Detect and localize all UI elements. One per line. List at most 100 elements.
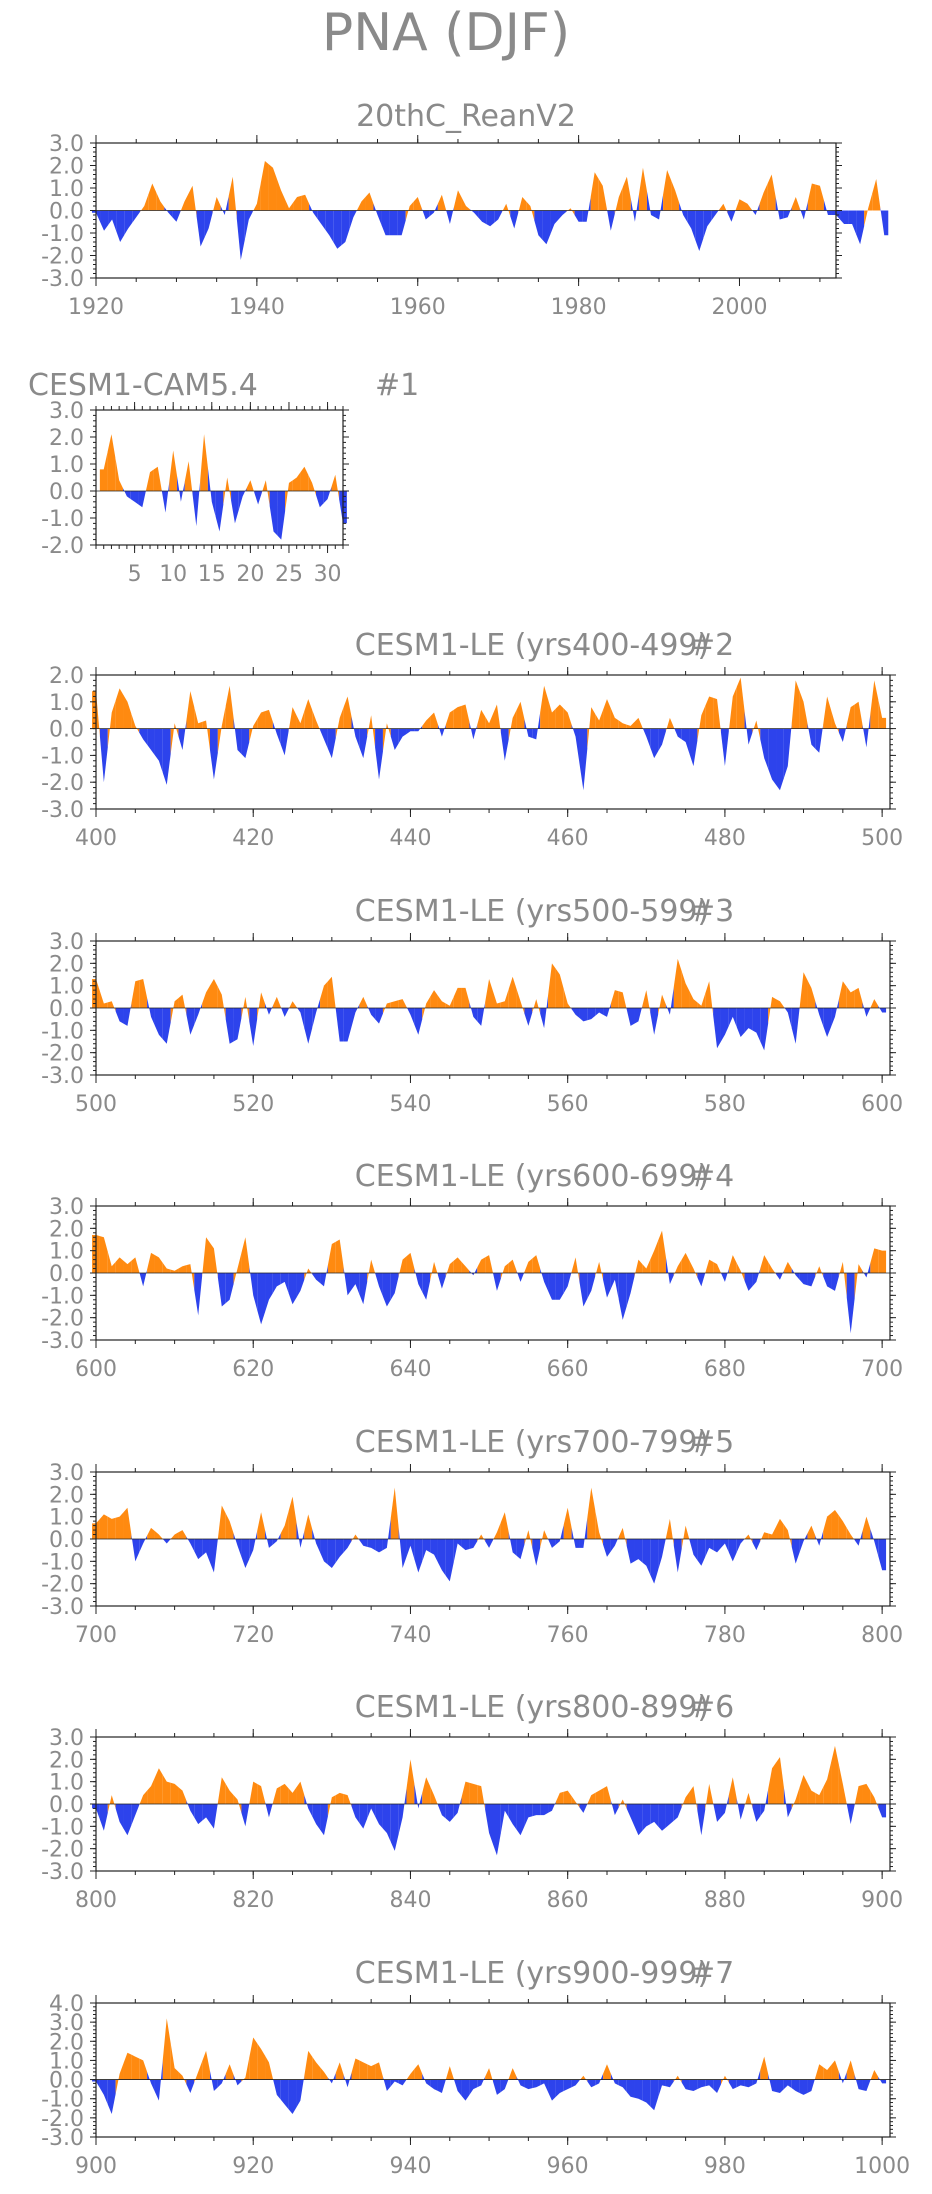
- data-point: [532, 1804, 541, 1817]
- data-point: [846, 986, 855, 1008]
- x-tick-label: 780: [704, 1623, 746, 1648]
- data-point: [241, 996, 250, 1022]
- data-point: [115, 457, 124, 491]
- data-point: [304, 2050, 313, 2080]
- x-tick-label: 900: [861, 1888, 903, 1913]
- data-point: [414, 1539, 423, 1573]
- data-point: [99, 1804, 108, 1831]
- x-tick-label: 960: [547, 2154, 589, 2179]
- data-point: [705, 2079, 714, 2090]
- data-point: [430, 990, 438, 1008]
- data-point: [375, 728, 383, 780]
- data-point: [249, 1531, 258, 1560]
- data-point: [598, 179, 607, 211]
- data-point: [587, 1273, 596, 1299]
- data-point: [563, 2079, 572, 2092]
- data-point: [831, 1745, 839, 1804]
- data-point: [304, 699, 313, 729]
- x-tick-label: 600: [861, 1092, 903, 1117]
- x-tick-label: 860: [547, 1888, 589, 1913]
- data-point: [170, 1782, 179, 1804]
- data-point: [582, 197, 591, 222]
- data-point: [238, 488, 247, 510]
- data-point: [406, 1759, 415, 1804]
- chart-title: CESM1-LE (yrs800-899): [355, 1690, 709, 1725]
- data-point: [367, 1005, 376, 1020]
- data-point: [469, 1002, 478, 1022]
- data-point: [131, 2054, 140, 2080]
- y-tick-label: 4.0: [49, 1992, 84, 2017]
- chart-title: CESM1-CAM5.4: [28, 368, 258, 403]
- data-point: [673, 727, 682, 740]
- data-point: [752, 2070, 761, 2086]
- x-tick-label: 1960: [390, 295, 446, 320]
- data-point: [760, 1008, 769, 1051]
- data-point: [244, 210, 253, 240]
- data-point: [799, 1774, 808, 1804]
- data-point: [107, 1516, 116, 1539]
- data-point: [107, 700, 116, 748]
- data-point: [154, 1008, 163, 1040]
- data-point: [445, 1804, 454, 1822]
- data-point: [783, 1006, 792, 1029]
- data-point: [744, 711, 753, 745]
- data-point: [312, 1273, 321, 1284]
- data-point: [791, 1268, 800, 1280]
- data-point: [862, 2079, 871, 2092]
- data-point: [799, 691, 808, 729]
- data-point: [327, 976, 336, 1010]
- data-point: [147, 1527, 155, 1539]
- data-point: [775, 197, 784, 220]
- data-point: [508, 1804, 517, 1830]
- data-point: [261, 480, 270, 506]
- data-point: [257, 992, 266, 1020]
- data-point: [500, 1804, 509, 1834]
- data-point: [304, 1795, 313, 1817]
- data-point: [445, 996, 454, 1008]
- data-point: [194, 1273, 203, 1316]
- data-point: [650, 1008, 659, 1035]
- x-tick-label: 10: [159, 562, 187, 587]
- data-point: [178, 1787, 187, 1804]
- x-tick-label: 25: [275, 562, 303, 587]
- data-point: [333, 210, 342, 249]
- data-point: [689, 1260, 698, 1278]
- data-point: [178, 1530, 187, 1539]
- data-point: [595, 1261, 604, 1280]
- data-point: [516, 701, 525, 729]
- data-point: [341, 210, 350, 246]
- data-point: [799, 1273, 808, 1286]
- data-point: [807, 183, 816, 211]
- data-point: [422, 1777, 431, 1804]
- data-point: [367, 1539, 376, 1551]
- data-point: [148, 183, 157, 211]
- data-point: [123, 695, 132, 729]
- data-point: [249, 1781, 258, 1804]
- x-tick-label: 2000: [711, 295, 767, 320]
- data-point: [186, 691, 195, 729]
- data-point: [540, 685, 549, 729]
- data-point: [312, 2056, 321, 2080]
- y-tick-label: 0.0: [49, 1262, 84, 1287]
- data-point: [437, 1273, 446, 1289]
- data-point: [579, 1804, 588, 1813]
- data-point: [752, 1539, 761, 1551]
- data-point: [524, 1804, 533, 1827]
- data-point: [453, 190, 462, 211]
- data-point: [540, 995, 549, 1029]
- x-tick-label: 1000: [854, 2154, 910, 2179]
- run-number: #2: [690, 628, 734, 663]
- data-point: [642, 2079, 651, 2107]
- data-point: [516, 1804, 525, 1836]
- data-point: [335, 707, 344, 738]
- data-point: [815, 1787, 824, 1804]
- data-point: [815, 184, 824, 211]
- data-point: [846, 1273, 855, 1334]
- data-point: [689, 2079, 698, 2092]
- data-point: [673, 958, 682, 1008]
- data-point: [618, 2079, 627, 2093]
- data-point: [265, 709, 273, 729]
- data-point: [241, 2057, 250, 2082]
- data-point: [862, 1002, 871, 1017]
- data-point: [783, 1524, 792, 1547]
